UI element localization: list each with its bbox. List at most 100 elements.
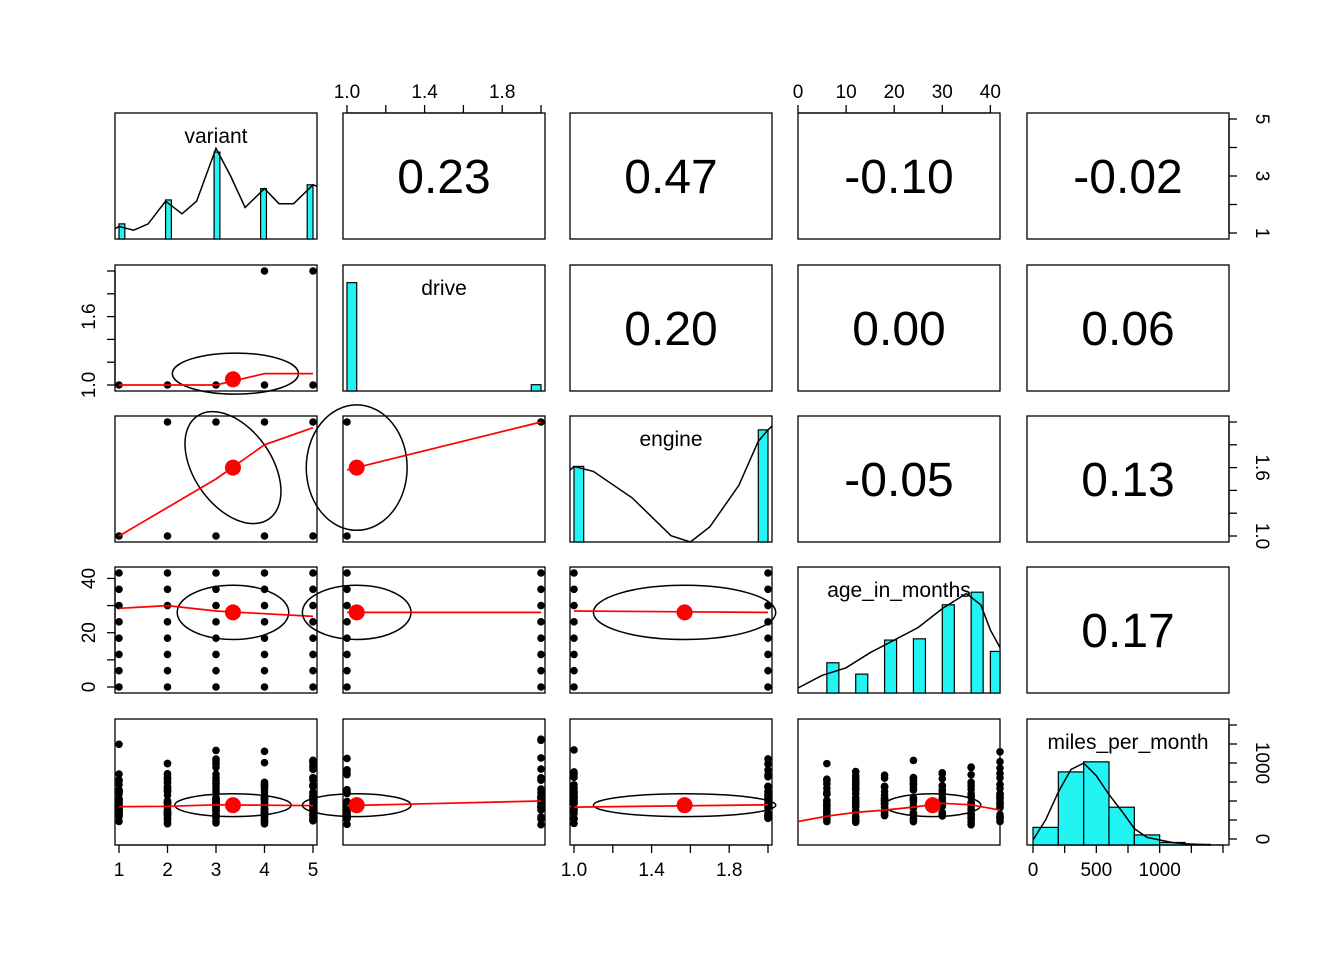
data-point [309, 811, 317, 820]
tick-label: 20 [79, 622, 100, 643]
data-point [764, 618, 772, 626]
panel-frame [1026, 566, 1230, 694]
data-point [537, 585, 545, 594]
data-point [212, 763, 220, 772]
mean-point [224, 797, 241, 814]
data-point [309, 802, 317, 810]
tick-label: 1000 [1139, 860, 1181, 881]
data-point [115, 634, 123, 642]
scatter-panel [115, 740, 317, 828]
data-point [570, 781, 578, 789]
loess-line [118, 426, 314, 537]
data-point [309, 532, 317, 540]
data-point [115, 786, 123, 794]
data-point [537, 735, 545, 743]
data-point [938, 782, 947, 790]
mean-point [676, 604, 693, 621]
data-point [163, 814, 172, 823]
data-point [570, 569, 578, 577]
tick-label: 1.6 [1251, 454, 1272, 480]
data-point [163, 569, 172, 577]
data-point [260, 569, 269, 577]
panel-frame [342, 264, 546, 392]
data-point [996, 784, 1004, 793]
data-point [212, 418, 220, 426]
data-point [212, 569, 220, 577]
panel-frame [569, 415, 773, 543]
data-point [537, 773, 545, 782]
data-point [343, 683, 351, 691]
data-point [764, 770, 772, 779]
histogram-bar [855, 673, 869, 694]
correlation-value: 0.20 [624, 303, 717, 356]
data-point [537, 666, 545, 675]
tick-label: 500 [1080, 860, 1112, 881]
panel-frame [797, 264, 1001, 392]
data-point [260, 418, 269, 426]
data-point [309, 791, 317, 799]
data-point [570, 789, 578, 797]
data-point [309, 756, 317, 765]
histogram-bar [1057, 771, 1085, 846]
correlation-value: -0.05 [844, 454, 953, 507]
data-point [260, 618, 269, 626]
correlation-value: 0.17 [1081, 605, 1174, 658]
variable-label: drive [421, 277, 467, 300]
data-point [115, 650, 123, 659]
data-point [115, 777, 123, 785]
panel-frame [569, 112, 773, 240]
data-point [212, 666, 220, 675]
data-point [967, 763, 975, 772]
data-point [823, 776, 831, 784]
data-point [212, 532, 220, 540]
data-point [996, 791, 1004, 800]
data-point [764, 666, 772, 675]
variable-label: engine [639, 428, 702, 451]
tick-label: 40 [79, 568, 100, 589]
histogram-bar [306, 184, 314, 240]
data-point [260, 666, 269, 675]
panel-frame [569, 264, 773, 392]
data-point [570, 666, 578, 675]
histogram-bar [912, 638, 927, 694]
scatter-panel [301, 569, 545, 691]
histogram-bar [1032, 826, 1059, 846]
tick-label: 0 [1251, 834, 1272, 845]
tick-label: 1.0 [334, 82, 360, 103]
data-point [764, 792, 772, 801]
scatter-panel [797, 747, 1004, 829]
tick-label: 4 [259, 860, 270, 881]
panel-frame [1026, 264, 1230, 392]
data-point [537, 569, 545, 577]
tick-label: 0 [1028, 860, 1039, 881]
variable-label: miles_per_month [1047, 731, 1208, 754]
data-point [260, 267, 269, 275]
histogram-bar [573, 465, 585, 543]
data-point [996, 757, 1004, 766]
data-point [851, 767, 860, 776]
data-point [163, 618, 172, 626]
panel-frame [342, 566, 546, 694]
tick-label: 1.0 [561, 860, 587, 881]
density-curve [797, 592, 1001, 689]
data-point [115, 798, 123, 806]
correlation-ellipse [301, 793, 412, 818]
data-point [909, 798, 918, 807]
data-point [343, 754, 351, 763]
data-point [163, 785, 172, 794]
data-point [823, 806, 831, 815]
data-point [115, 809, 123, 817]
tick-label: 40 [980, 82, 1001, 103]
panel-frame [569, 718, 773, 846]
histogram-bar [883, 639, 898, 694]
histogram-bar [989, 650, 1001, 694]
tick-label: 1.8 [716, 860, 742, 881]
data-point [343, 418, 351, 426]
mean-point [348, 797, 365, 814]
data-point [115, 666, 123, 675]
histogram-bar [1108, 806, 1135, 846]
histogram-bar [1083, 761, 1110, 846]
data-point [537, 754, 545, 762]
tick-label: 1.4 [638, 860, 665, 881]
correlation-ellipse [305, 404, 408, 532]
